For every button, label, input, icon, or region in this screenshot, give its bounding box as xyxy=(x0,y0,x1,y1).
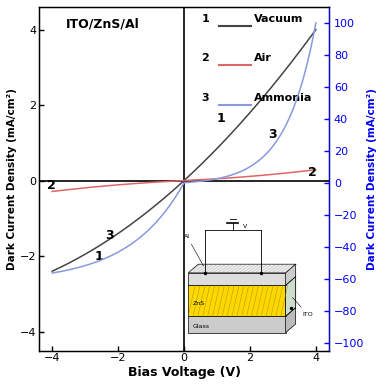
Text: 1: 1 xyxy=(202,14,209,24)
Text: 1: 1 xyxy=(217,112,226,125)
Text: 3: 3 xyxy=(105,229,114,242)
Text: 2: 2 xyxy=(47,179,56,192)
Text: Ammonia: Ammonia xyxy=(253,93,312,103)
Text: 2: 2 xyxy=(308,166,316,179)
X-axis label: Bias Voltage (V): Bias Voltage (V) xyxy=(127,366,240,379)
Text: Air: Air xyxy=(253,53,271,63)
Y-axis label: Dark Current Density (mA/cm²): Dark Current Density (mA/cm²) xyxy=(367,88,377,270)
Text: 3: 3 xyxy=(202,93,209,103)
Text: 2: 2 xyxy=(202,53,209,63)
Y-axis label: Dark Current Density (mA/cm²): Dark Current Density (mA/cm²) xyxy=(7,88,17,270)
Text: 1: 1 xyxy=(95,250,104,263)
Text: 3: 3 xyxy=(268,128,277,141)
Text: ITO/ZnS/Al: ITO/ZnS/Al xyxy=(66,17,140,30)
Text: Vacuum: Vacuum xyxy=(253,14,303,24)
